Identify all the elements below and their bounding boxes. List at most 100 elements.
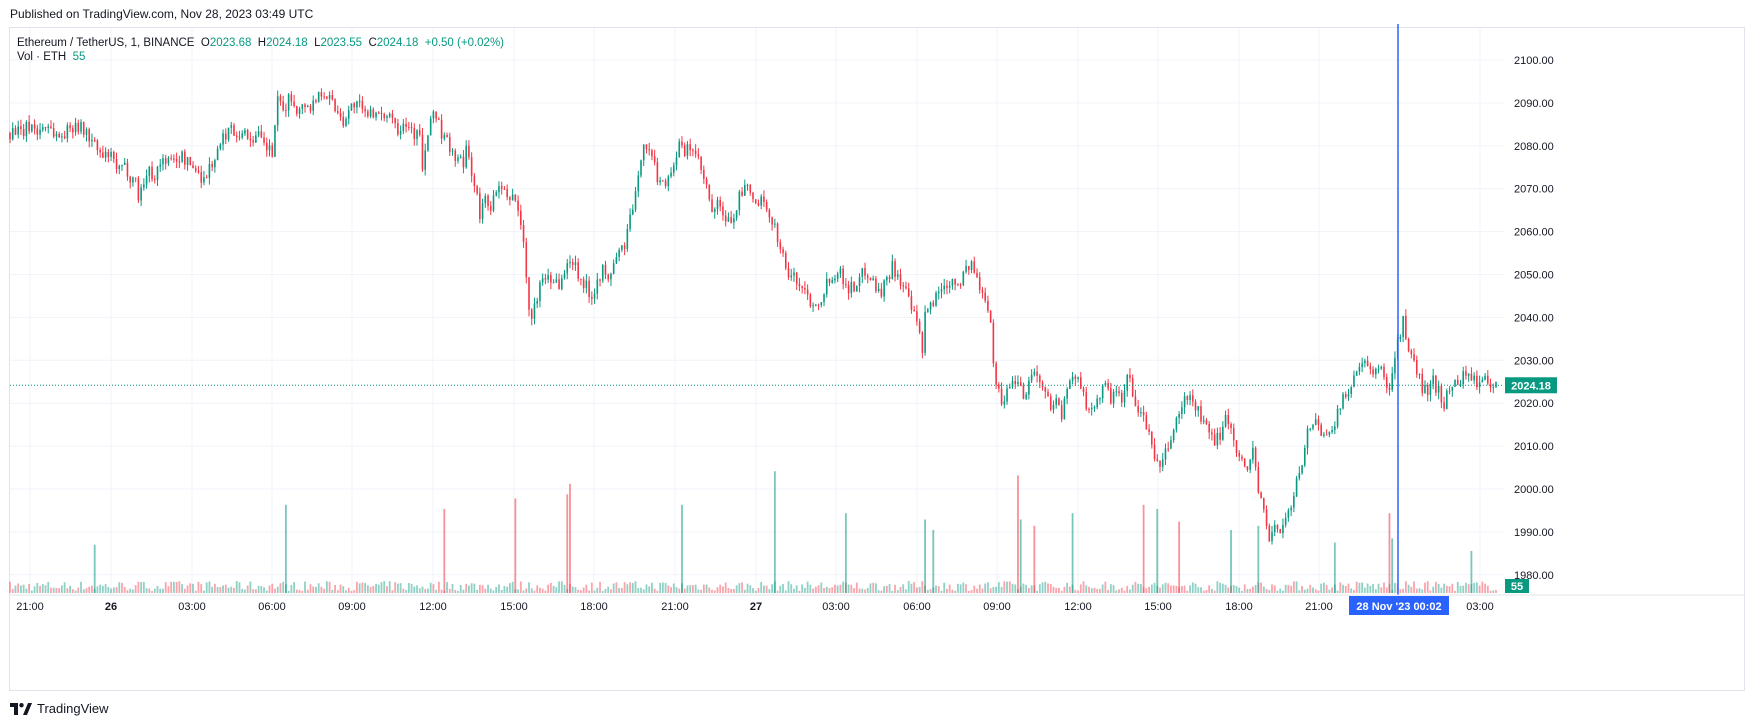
volume-bar: [489, 588, 492, 593]
volume-bar: [1443, 583, 1445, 593]
candle-body: [503, 188, 506, 190]
candle-body: [924, 311, 926, 353]
candle-body: [727, 217, 730, 222]
candle-body: [233, 125, 235, 136]
x-tick-label: 06:00: [903, 601, 931, 613]
volume-bar: [1063, 586, 1066, 593]
volume-bar: [257, 585, 260, 593]
volume-bar: [1241, 590, 1243, 593]
candle-body: [80, 122, 82, 132]
candle-body: [555, 279, 558, 283]
overlays: 2024.18 55 28 Nov '23 00:02: [10, 24, 1557, 615]
volume-bar: [386, 586, 388, 593]
volume-bar: [1014, 584, 1017, 593]
volume-bar: [580, 590, 582, 593]
candle-body: [1426, 385, 1429, 395]
volume-bar: [902, 584, 905, 593]
volume-bar: [121, 582, 123, 593]
candle-body: [722, 206, 724, 216]
candle-body: [845, 284, 847, 286]
volume-bar: [1038, 584, 1041, 593]
volume-bar: [1107, 589, 1110, 593]
volume-bar: [71, 589, 74, 593]
candle-body: [435, 111, 437, 119]
candle-body: [558, 279, 560, 290]
candle-body: [1454, 379, 1456, 387]
candle-body: [1347, 393, 1350, 397]
volume-bar: [992, 586, 995, 593]
volume-bar: [1197, 587, 1200, 593]
volume-bar: [1276, 590, 1279, 593]
x-tick-label: 12:00: [1064, 601, 1092, 613]
volume-bar: [596, 587, 599, 593]
candle-body: [866, 275, 869, 278]
volume-bar: [1033, 525, 1036, 593]
volume-bar: [675, 587, 678, 593]
volume-bar: [763, 585, 765, 593]
candle-body: [1260, 492, 1262, 499]
volume-bar: [1066, 582, 1069, 593]
volume-bar: [304, 581, 306, 593]
volume-bar: [1426, 581, 1429, 593]
volume-bar: [372, 586, 375, 593]
volume-bar: [156, 586, 159, 593]
volume-bar: [1082, 581, 1085, 593]
volume-bar: [1303, 589, 1306, 593]
volume-bar: [208, 581, 211, 593]
candle-body: [214, 160, 216, 168]
candle-body: [905, 286, 907, 289]
candle-body: [795, 272, 798, 284]
volume-bar: [50, 587, 52, 593]
volume-bar: [216, 587, 219, 593]
candle-body: [959, 284, 962, 286]
volume-bar: [782, 584, 784, 593]
volume-bar: [164, 582, 167, 593]
candle-body: [1181, 407, 1183, 414]
volume-bar: [336, 590, 339, 593]
published-caption: Published on TradingView.com, Nov 28, 20…: [10, 7, 314, 21]
volume-bar: [107, 587, 110, 593]
volume-bar: [353, 590, 356, 593]
volume-bar: [801, 584, 804, 593]
candle-body: [1295, 478, 1298, 497]
volume-bar: [1312, 587, 1314, 593]
candle-body: [623, 245, 626, 249]
candle-body: [153, 179, 156, 181]
candle-body: [306, 105, 309, 108]
volume-bar: [1194, 583, 1197, 593]
candle-body: [1170, 440, 1172, 449]
volume-bar: [58, 588, 61, 593]
candle-body: [582, 279, 585, 288]
volume-bar: [681, 504, 683, 593]
candle-body: [162, 158, 164, 165]
volume-bar: [913, 582, 916, 593]
candle-body: [489, 206, 492, 211]
candle-body: [1153, 444, 1156, 459]
volume-bar: [711, 589, 713, 593]
close-value: 2024.18: [376, 37, 419, 49]
change-value: +0.50 (+0.02%): [424, 37, 505, 49]
candle-body: [782, 249, 784, 254]
candle-body: [1385, 377, 1388, 388]
volume-bar: [30, 590, 33, 593]
volume-bar: [39, 585, 41, 593]
volume-bar: [566, 494, 569, 593]
volume-bar: [743, 589, 746, 593]
candle-body: [1432, 375, 1434, 384]
volume-bar: [1216, 581, 1219, 593]
volume-bar: [667, 585, 670, 593]
volume-bar: [123, 586, 126, 593]
candle-body: [353, 103, 355, 108]
candle-body: [145, 175, 148, 185]
candle-body: [801, 286, 803, 288]
volume-bar: [757, 587, 760, 593]
volume-bar: [183, 588, 186, 593]
candle-body: [1276, 524, 1279, 529]
candle-body: [470, 157, 473, 176]
volume-bar: [1372, 583, 1374, 593]
volume-bar: [563, 584, 566, 593]
candle-body: [1033, 371, 1036, 375]
chart-frame[interactable]: [9, 27, 1745, 691]
volume-bar: [907, 581, 910, 593]
